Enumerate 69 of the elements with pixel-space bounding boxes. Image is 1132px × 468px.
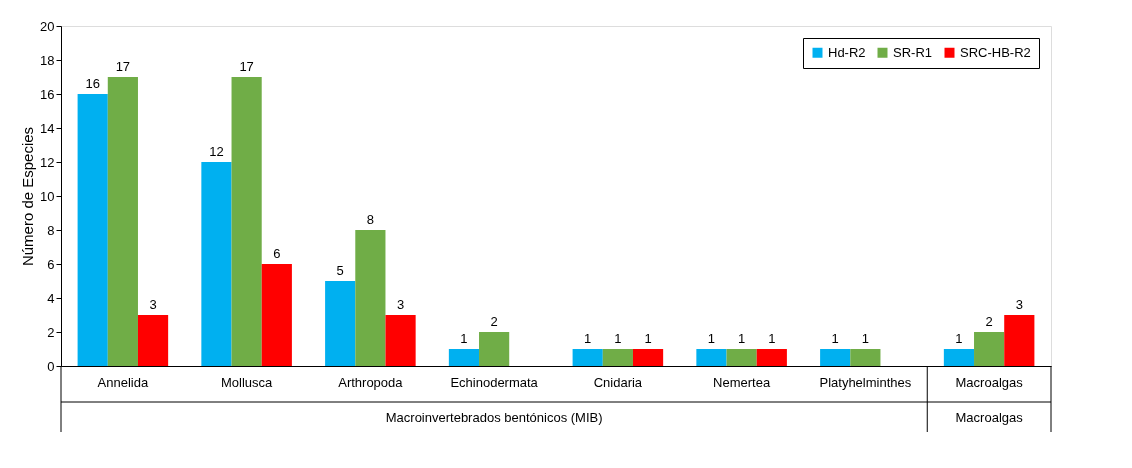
bar — [355, 230, 386, 366]
bar — [726, 349, 757, 366]
bar — [974, 332, 1005, 366]
x-tick-label: Macroalgas — [955, 374, 1024, 390]
bar — [602, 349, 633, 366]
data-label: 3 — [396, 297, 405, 312]
x-tick-label: Platyhelminthes — [819, 374, 912, 390]
data-label: 1 — [644, 331, 652, 346]
legend-label: SR-R1 — [893, 44, 933, 60]
data-label: 16 — [85, 76, 100, 91]
data-label: 1 — [460, 331, 468, 346]
x-tick-label: Annelida — [97, 374, 149, 390]
y-tick-label: 0 — [47, 358, 55, 374]
data-label: 2 — [985, 314, 993, 329]
bar — [850, 349, 881, 366]
data-label: 1 — [955, 331, 963, 346]
y-axis-title: Número de Especies — [19, 126, 37, 267]
y-tick-label: 8 — [47, 222, 55, 238]
data-label: 1 — [584, 331, 592, 346]
bar — [1004, 315, 1035, 366]
data-label: 1 — [738, 331, 746, 346]
bar — [448, 349, 480, 366]
bar — [231, 77, 262, 366]
y-tick-label: 6 — [47, 256, 55, 272]
data-label: 17 — [239, 59, 254, 74]
y-tick-label: 16 — [40, 86, 55, 102]
y-tick-label: 4 — [47, 290, 55, 306]
data-label: 8 — [366, 212, 374, 227]
data-label: 3 — [1015, 297, 1023, 312]
text: Macroalgas — [955, 410, 1024, 425]
bar — [696, 349, 727, 366]
data-label: 1 — [831, 331, 839, 346]
bar — [107, 77, 138, 366]
x-tick-label: Echinodermata — [450, 374, 539, 390]
bar — [943, 349, 975, 366]
bar — [756, 349, 787, 366]
y-tick-label: 18 — [40, 52, 55, 68]
data-label: 1 — [707, 331, 716, 346]
data-label: 6 — [273, 246, 281, 261]
bar — [572, 349, 603, 366]
data-label: 1 — [614, 331, 622, 346]
bar — [325, 281, 356, 366]
y-tick-label: 2 — [47, 324, 55, 340]
bar — [261, 264, 292, 366]
bar — [137, 315, 169, 366]
y-tick-label: 14 — [40, 120, 55, 136]
y-tick-label: 12 — [40, 154, 55, 170]
data-label: 5 — [336, 263, 344, 278]
legend-label: SRC-HB-R2 — [960, 44, 1031, 60]
data-label: 17 — [115, 59, 131, 74]
bar — [201, 162, 232, 366]
data-label: 12 — [209, 144, 224, 159]
y-tick-label: 10 — [40, 188, 55, 204]
x-tick-label: Nemertea — [713, 374, 771, 390]
data-label: 1 — [768, 331, 776, 346]
bar — [479, 332, 510, 366]
bar — [77, 94, 108, 366]
x-tick-label: Arthropoda — [338, 374, 404, 390]
legend-label: Hd-R2 — [828, 44, 866, 60]
bar — [385, 315, 416, 366]
y-tick-label: 20 — [40, 18, 55, 34]
x-tick-label: Cnidaria — [593, 374, 643, 390]
x-tick-label: Mollusca — [220, 374, 274, 390]
text: Macroinvertebrados bentónicos (MIB) — [385, 410, 603, 425]
data-label: 3 — [149, 297, 157, 312]
bar — [632, 349, 664, 366]
data-label: 1 — [861, 331, 869, 346]
bar — [820, 349, 851, 366]
data-label: 2 — [490, 314, 498, 329]
